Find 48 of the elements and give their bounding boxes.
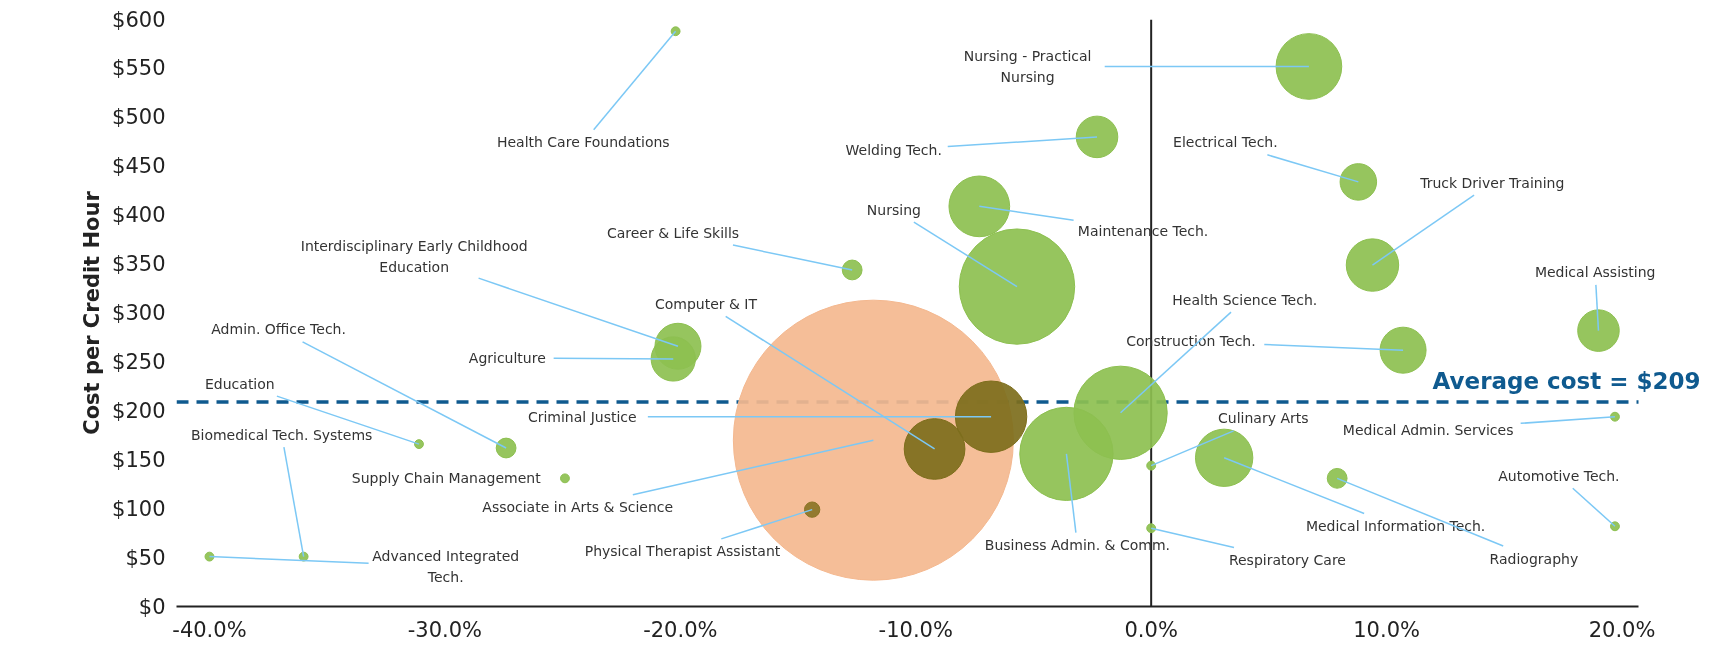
y-tick-label: $350 [112,252,166,277]
annotation: Education [205,375,275,392]
y-tick-label: $50 [125,545,166,570]
y-axis-title: Cost per Credit Hour [80,190,105,435]
x-tick-label: 10.0% [1353,617,1420,642]
y-tick-label: $400 [112,203,166,228]
x-tick-label: -20.0% [643,617,718,642]
y-tick-label: $500 [112,105,166,130]
annotation: Automotive Tech. [1498,467,1620,484]
annotation: Nursing [866,201,921,218]
y-tick-label: $250 [112,349,166,374]
y-tick-label: $100 [112,496,166,521]
annotation: Health Care Foundations [496,134,670,151]
annotation: Health Science Tech. [1172,291,1318,308]
annotation: Nursing - Practical Nursing [963,48,1092,85]
annotation: Advanced Integrated Tech. [372,548,520,585]
annotation: Respiratory Care [1228,552,1346,569]
annotation: Biomedical Tech. Systems [190,426,373,443]
y-tick-label: $300 [112,301,166,325]
x-tick-label: -30.0% [407,617,483,642]
y-tick-label: $150 [112,447,166,472]
x-tick-label: 20.0% [1588,617,1656,642]
annotation: Associate in Arts & Science [482,499,674,516]
annotation: Supply Chain Management [351,470,542,487]
annotation: Radiography [1489,550,1579,567]
x-tick-label: -40.0% [172,617,247,642]
x-tick-label: -10.0% [878,617,953,642]
y-tick-label: $200 [112,398,166,423]
annotation: Agriculture [468,349,546,366]
annotation: Welding Tech. [845,142,942,159]
y-tick-label: $0 [138,594,166,619]
annotation: Career & Life Skills [606,224,740,241]
x-tick-label: 0.0% [1124,617,1178,642]
annotation: Computer & IT [654,295,758,312]
annotation: Medical Admin. Services [1342,421,1514,438]
annotation: Interdisciplinary Early Childhood Education [300,237,528,275]
annotation: Medical Information Tech. [1305,517,1486,534]
annotation: Admin. Office Tech. [211,321,346,338]
annotation: Culinary Arts [1218,410,1309,427]
ref-line-label: Average cost = $209 [1432,368,1701,395]
y-tick-label: $450 [112,154,166,179]
annotation: Truck Driver Training [1419,174,1565,191]
annotation: Electrical Tech. [1173,134,1278,151]
y-tick-label: $600 [112,7,166,32]
y-tick-label: $550 [112,56,166,81]
annotation: Medical Assisting [1534,264,1656,281]
annotation: Criminal Justice [527,408,637,425]
annotation: Physical Therapist Assistant [584,543,781,560]
